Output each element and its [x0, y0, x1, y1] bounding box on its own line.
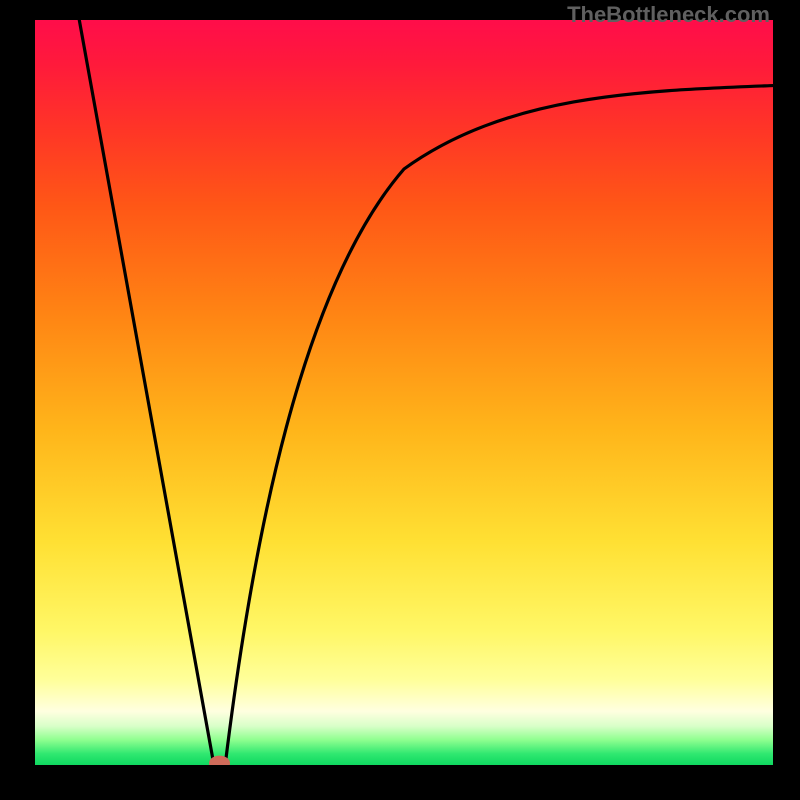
watermark-text: TheBottleneck.com [567, 2, 770, 28]
chart-container: TheBottleneck.com [0, 0, 800, 800]
bottleneck-curve [79, 20, 773, 763]
curve-layer [35, 20, 773, 765]
plot-area [35, 20, 773, 765]
